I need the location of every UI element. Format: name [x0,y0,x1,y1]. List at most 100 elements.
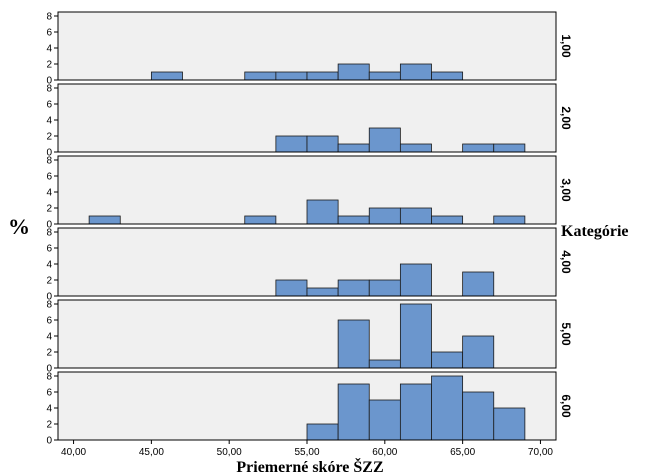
histogram-bar [462,391,495,441]
histogram-bar [399,383,432,441]
panel-category-label: 2,00 [559,106,573,130]
histogram-bar [399,303,432,369]
histogram-bar [368,279,401,297]
y-tick-label: 8 [46,228,52,239]
histogram-bar [431,375,464,441]
y-tick-label: 0 [46,436,52,447]
y-tick-label: 0 [46,292,52,303]
histogram-bar [306,423,339,441]
y-tick-label: 4 [46,188,52,199]
y-tick-label: 0 [46,148,52,159]
y-tick-label: 4 [46,44,52,55]
histogram-bar [462,271,495,297]
panel-category-label: 6,00 [559,394,573,418]
panel-2: 0 2 4 6 8 2,00 [46,83,573,159]
histogram-bar [462,143,495,153]
histogram-bar [368,207,401,225]
panel-6: 0 2 4 6 8 6,00 [46,371,573,447]
histogram-bar [306,71,339,81]
histogram-bar [493,215,526,225]
y-tick-label: 8 [46,12,52,23]
panel-border [57,155,557,225]
histogram-bar [399,143,432,153]
histogram-bar [88,215,121,225]
panel-3: 0 2 4 6 8 3,00 [46,155,573,231]
histogram-bar [306,199,339,225]
panel-category-label: 1,00 [559,34,573,58]
y-axis-label: % [8,214,30,239]
histogram-bar [399,63,432,81]
y-tick-label: 2 [46,276,52,287]
histogram-bar [337,143,370,153]
x-tick-label: 45,00 [139,447,164,458]
histogram-bar [275,71,308,81]
y-tick-label: 4 [46,404,52,415]
histogram-bar [337,319,370,369]
histogram-bar [431,351,464,369]
y-tick-label: 2 [46,60,52,71]
histogram-bar [337,215,370,225]
y-tick-label: 2 [46,420,52,431]
histogram-bar [244,71,277,81]
x-tick-label: 70,00 [528,447,553,458]
histogram-bar [275,135,308,153]
histogram-bar [399,207,432,225]
histogram-bar [431,71,464,81]
histogram-bar [337,63,370,81]
y-tick-label: 6 [46,244,52,255]
y-tick-label: 4 [46,260,52,271]
y-tick-label: 6 [46,28,52,39]
histogram-bar [368,399,401,441]
panel-4: 0 2 4 6 8 4,00 [46,227,573,303]
x-tick-label: 50,00 [217,447,242,458]
panel-1: 0 2 4 6 8 1,00 [46,11,573,87]
x-tick-label: 60,00 [372,447,397,458]
histogram-bar [150,71,183,81]
y-tick-label: 6 [46,316,52,327]
y-tick-label: 4 [46,116,52,127]
histogram-bar [462,335,495,369]
histogram-bar [493,407,526,441]
y-tick-label: 8 [46,156,52,167]
y-tick-label: 0 [46,76,52,87]
x-axis-label: Priemerné skóre ŠZZ [236,457,383,476]
y-tick-label: 2 [46,132,52,143]
histogram-bar [275,279,308,297]
panel-category-label: 3,00 [559,178,573,202]
panel-5: 0 2 4 6 8 5,00 [46,299,573,375]
legend-title: Kategórie [561,223,629,240]
histogram-bar [337,383,370,441]
x-tick-label: 40,00 [61,447,86,458]
panel-border [57,83,557,153]
y-tick-label: 6 [46,388,52,399]
histogram-bar [368,71,401,81]
y-tick-label: 8 [46,372,52,383]
histogram-bar [399,263,432,297]
histogram-bar [244,215,277,225]
histogram-bar [306,287,339,297]
histogram-bar [368,359,401,369]
panel-category-label: 5,00 [559,322,573,346]
y-tick-label: 2 [46,348,52,359]
panel-border [57,11,557,81]
histogram-bar [368,127,401,153]
histogram-bar [431,215,464,225]
y-tick-label: 2 [46,204,52,215]
histogram-bar [306,135,339,153]
x-tick-label: 55,00 [294,447,319,458]
y-tick-label: 4 [46,332,52,343]
y-tick-label: 6 [46,100,52,111]
y-tick-label: 0 [46,220,52,231]
x-tick-label: 65,00 [450,447,475,458]
panel-category-label: 4,00 [559,250,573,274]
panel-background [58,12,556,80]
panel-border [57,299,557,369]
y-tick-label: 8 [46,84,52,95]
histogram-bar [493,143,526,153]
y-tick-label: 0 [46,364,52,375]
histogram-bar [337,279,370,297]
panel-border [57,227,557,297]
y-tick-label: 6 [46,172,52,183]
